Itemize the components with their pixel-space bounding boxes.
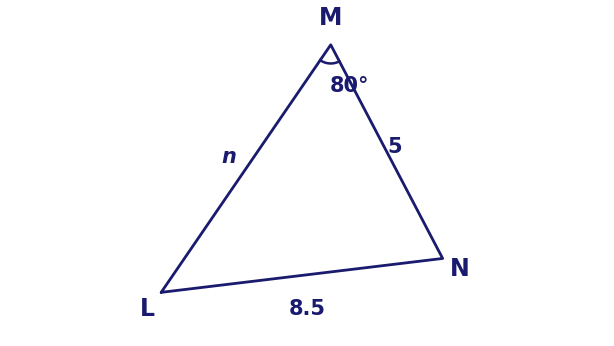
- Text: 5: 5: [388, 137, 403, 156]
- Text: 8.5: 8.5: [289, 299, 325, 319]
- Text: M: M: [319, 6, 343, 30]
- Text: N: N: [449, 257, 470, 281]
- Text: 80°: 80°: [330, 75, 369, 95]
- Text: L: L: [140, 297, 155, 321]
- Text: n: n: [222, 147, 236, 167]
